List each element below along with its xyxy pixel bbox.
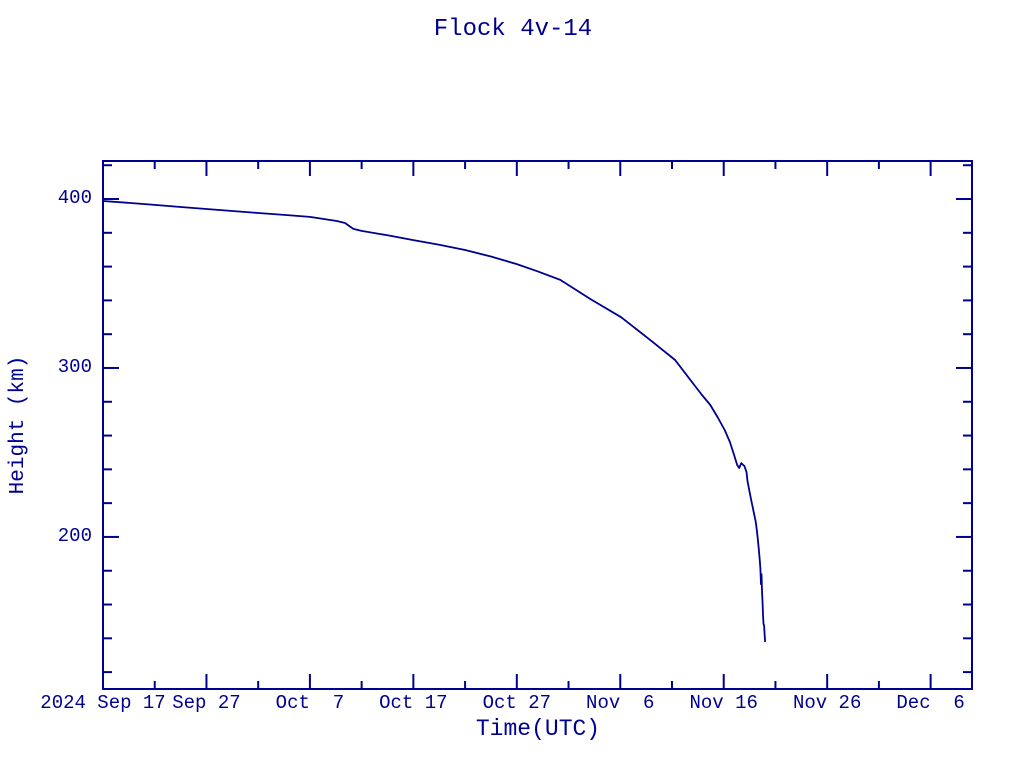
- height-curve: [102, 200, 766, 643]
- x-tick-label: Nov 6: [586, 692, 655, 714]
- x-tick-label: Nov 16: [689, 692, 758, 714]
- plot-frame: [102, 160, 973, 690]
- chart-title: Flock 4v-14: [433, 16, 593, 43]
- y-tick-label: 300: [57, 356, 92, 378]
- x-tick-label: Sep 27: [172, 692, 241, 714]
- x-axis-title: Time(UTC): [475, 716, 601, 742]
- y-tick-label: 200: [57, 524, 92, 547]
- x-tick-label: Oct 7: [275, 692, 345, 714]
- x-tick-label: Oct 27: [482, 692, 552, 714]
- y-tick-label: 400: [57, 187, 92, 210]
- x-tick-label: Dec 6: [896, 692, 965, 714]
- x-tick-label: Oct 17: [379, 692, 448, 714]
- x-tick-label: Nov 26: [792, 692, 862, 714]
- x-tick-label: 2024 Sep 17: [40, 692, 166, 714]
